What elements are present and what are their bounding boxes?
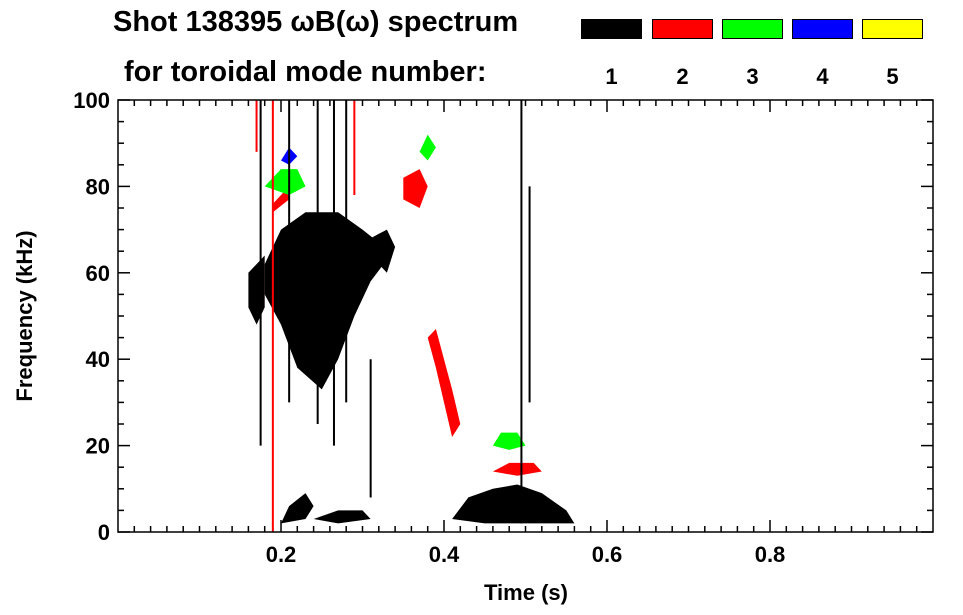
x-tick-label: 0.8 <box>755 542 786 567</box>
spectrum-region-mode-1-3 <box>452 484 575 524</box>
x-axis-label: Time (s) <box>484 580 568 605</box>
legend-label-mode-5: 5 <box>886 64 899 89</box>
y-tick-label: 60 <box>86 261 110 286</box>
spectrum-region-mode-2-6 <box>403 169 428 208</box>
y-axis-label: Frequency (kHz) <box>12 230 37 401</box>
x-tick-label: 0.6 <box>592 542 623 567</box>
spectrum-region-mode-1-0 <box>264 212 387 390</box>
y-tick-label: 100 <box>73 88 110 113</box>
axes-layer: 0.2 0.4 0.6 0.8 0 20 40 60 80 100 <box>73 88 933 567</box>
spectrum-region-mode-1-5 <box>313 510 371 524</box>
legend-swatch-mode-2 <box>652 19 713 39</box>
y-tick-label: 40 <box>86 347 110 372</box>
spectrum-region-mode-1-4 <box>281 493 314 524</box>
plot-data-layer <box>248 100 575 532</box>
legend-swatch-mode-3 <box>722 19 783 39</box>
legend-swatch-mode-4 <box>792 19 853 39</box>
spectrum-region-mode-3-11 <box>492 432 526 450</box>
legend-label-mode-1: 1 <box>605 64 618 89</box>
x-tick-label: 0.2 <box>266 542 297 567</box>
y-tick-label: 0 <box>98 520 110 545</box>
x-tick-label: 0.4 <box>429 542 460 567</box>
spectrum-region-mode-2-9 <box>492 462 542 476</box>
spectrum-region-mode-3-12 <box>419 134 436 161</box>
spectrum-region-mode-1-2 <box>370 229 396 273</box>
legend-label-mode-2: 2 <box>676 64 689 89</box>
y-tick-label: 80 <box>86 174 110 199</box>
y-tick-label: 20 <box>86 434 110 459</box>
legend-label-mode-4: 4 <box>816 64 829 89</box>
spectrum-region-mode-1-1 <box>248 255 265 325</box>
legend-label-mode-3: 3 <box>746 64 759 89</box>
chart-title-line1: Shot 138395 ωB(ω) spectrum <box>113 6 519 38</box>
chart-title-line2: for toroidal mode number: <box>124 56 487 88</box>
spectrum-region-mode-3-10 <box>264 169 306 195</box>
spectrum-region-mode-2-8 <box>427 329 461 437</box>
legend-swatch-mode-5 <box>862 19 923 39</box>
legend-swatch-mode-1 <box>581 19 642 39</box>
